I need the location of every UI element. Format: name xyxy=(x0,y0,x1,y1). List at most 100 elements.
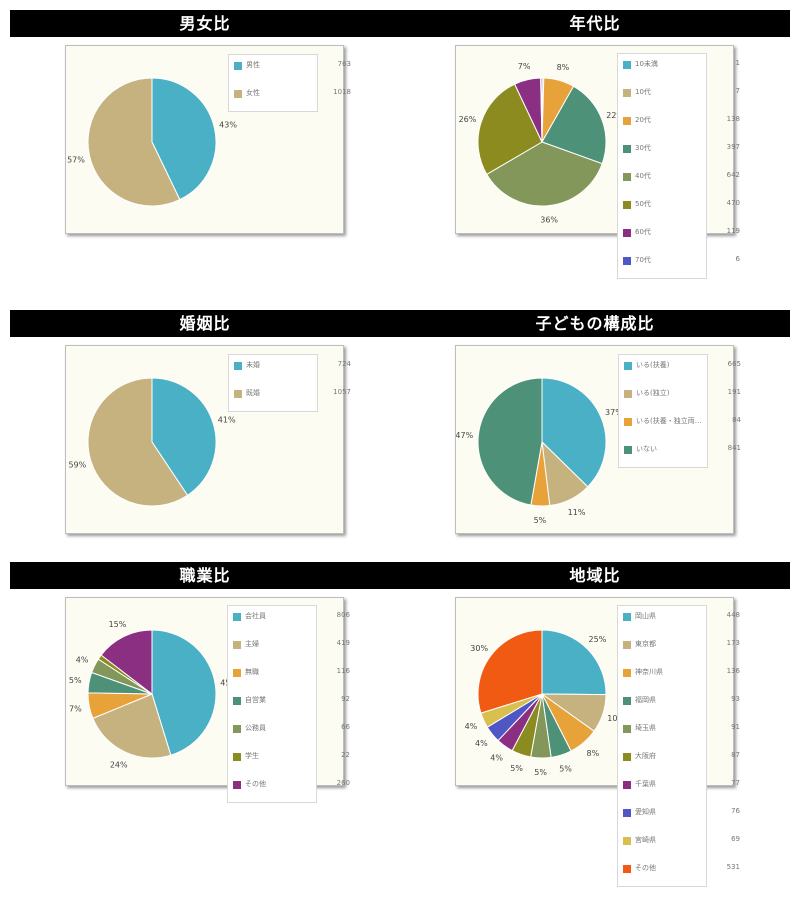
percent-label: 5% xyxy=(534,516,547,525)
legend-swatch xyxy=(233,781,241,789)
legend-label: 未婚 xyxy=(246,361,260,369)
legend-item[interactable]: 福岡県 93 xyxy=(618,694,740,708)
legend-label: 40代 xyxy=(635,172,651,180)
pie-slice-既婚[interactable] xyxy=(87,377,189,507)
legend-label: 女性 xyxy=(246,89,260,97)
legend-item[interactable]: いる(扶養) 665 xyxy=(619,359,741,373)
legend-item[interactable]: 公務員 66 xyxy=(228,722,350,736)
legend-label: いない xyxy=(636,445,657,453)
legend-item[interactable]: 30代 397 xyxy=(618,142,740,156)
panel-gender: 男女比 xyxy=(10,10,400,37)
legend-label: その他 xyxy=(635,864,656,872)
legend-label: 学生 xyxy=(245,752,259,760)
legend-label: 70代 xyxy=(635,256,651,264)
pie-slice-主婦[interactable] xyxy=(92,693,172,759)
pie-slice-会社員[interactable] xyxy=(151,629,217,756)
legend-item[interactable]: 10代 7 xyxy=(618,86,740,100)
legend-value: 76 xyxy=(731,807,740,815)
legend-item[interactable]: 男性 763 xyxy=(229,59,351,73)
legend-swatch xyxy=(234,62,242,70)
legend-label: いる(扶養) xyxy=(636,361,670,369)
legend-swatch xyxy=(623,229,631,237)
pie-slice-その他[interactable] xyxy=(477,629,543,714)
legend-item[interactable]: 大阪府 87 xyxy=(618,750,740,764)
legend-swatch xyxy=(623,201,631,209)
legend-item[interactable]: 宮崎県 69 xyxy=(618,834,740,848)
legend-value: 763 xyxy=(337,60,351,68)
legend-swatch xyxy=(623,697,631,705)
legend-item[interactable]: 主婦 419 xyxy=(228,638,350,652)
percent-label: 10% xyxy=(607,714,625,723)
legend-label: 10代 xyxy=(635,88,651,96)
pie-slice-いない[interactable] xyxy=(477,377,543,506)
percent-label: 8% xyxy=(557,63,570,72)
pie-slice-50代[interactable] xyxy=(477,83,543,176)
legend-value: 7 xyxy=(735,87,740,95)
legend-marital: 未婚 724 既婚 1057 xyxy=(228,354,351,412)
percent-label: 41% xyxy=(218,415,236,424)
legend-value: 191 xyxy=(727,388,741,396)
legend-item[interactable]: 岡山県 448 xyxy=(618,610,740,624)
legend-value: 1018 xyxy=(333,88,351,96)
legend-item[interactable]: その他 260 xyxy=(228,778,350,792)
legend-item[interactable]: 女性 1018 xyxy=(229,87,351,101)
legend-item[interactable]: 60代 119 xyxy=(618,226,740,240)
legend-swatch xyxy=(623,837,631,845)
legend-value: 1057 xyxy=(333,388,351,396)
legend-item[interactable]: 未婚 724 xyxy=(229,359,351,373)
legend-item[interactable]: その他 531 xyxy=(618,862,740,876)
legend-item[interactable]: 20代 138 xyxy=(618,114,740,128)
pie-slice-女性[interactable] xyxy=(87,77,181,207)
panel-children: 子どもの構成比 xyxy=(400,310,790,337)
legend-item[interactable]: 愛知県 76 xyxy=(618,806,740,820)
legend-value: 470 xyxy=(726,199,740,207)
pie-slice-30代[interactable] xyxy=(541,85,607,165)
legend-swatch xyxy=(623,257,631,265)
legend-item[interactable]: 無職 116 xyxy=(228,666,350,680)
chart-title: 職業比 xyxy=(10,562,400,589)
pie-chart-occupation: 45%24%7%5%4%15% xyxy=(69,620,239,769)
legend-item[interactable]: いる(独立) 191 xyxy=(619,387,741,401)
legend-swatch xyxy=(234,362,242,370)
legend-item[interactable]: 会社員 806 xyxy=(228,610,350,624)
legend-item[interactable]: 70代 6 xyxy=(618,254,740,268)
legend-value: 91 xyxy=(731,723,740,731)
legend-item[interactable]: 50代 470 xyxy=(618,198,740,212)
legend-value: 84 xyxy=(732,416,741,424)
pie-chart-marital: 41% 59% xyxy=(68,377,236,507)
legend-item[interactable]: 東京都 173 xyxy=(618,638,740,652)
legend-item[interactable]: 40代 642 xyxy=(618,170,740,184)
legend-label: 10未満 xyxy=(635,60,658,68)
legend-value: 87 xyxy=(731,751,740,759)
legend-swatch xyxy=(623,61,631,69)
pie-slice-いる-扶養-[interactable] xyxy=(541,377,607,488)
legend-value: 116 xyxy=(336,667,350,675)
legend-label: 既婚 xyxy=(246,389,260,397)
legend-label: いる(扶養・独立両… xyxy=(636,417,702,425)
legend-value: 119 xyxy=(726,227,740,235)
pie-slice-岡山県[interactable] xyxy=(541,629,607,696)
pie-slice-その他[interactable] xyxy=(100,629,153,696)
legend-item[interactable]: 学生 22 xyxy=(228,750,350,764)
legend-swatch xyxy=(623,669,631,677)
legend-value: 806 xyxy=(336,611,350,619)
legend-swatch xyxy=(233,725,241,733)
legend-item[interactable]: いない 841 xyxy=(619,443,741,457)
legend-item[interactable]: 神奈川県 136 xyxy=(618,666,740,680)
legend-label: 20代 xyxy=(635,116,651,124)
legend-item[interactable]: 自営業 92 xyxy=(228,694,350,708)
legend-item[interactable]: いる(扶養・独立両… 84 xyxy=(619,415,741,429)
pie-slice-70代[interactable] xyxy=(540,77,543,143)
pie-slice-男性[interactable] xyxy=(151,77,217,201)
legend-swatch xyxy=(623,725,631,733)
chart-frame-marital: 41% 59% 未婚 724 既婚 1057 xyxy=(65,345,351,534)
percent-label: 57% xyxy=(67,155,85,164)
legend-item[interactable]: 千葉県 77 xyxy=(618,778,740,792)
chart-frame-gender: 43% 57% 男性 763 女性 1018 xyxy=(65,45,351,234)
legend-item[interactable]: 10未満 1 xyxy=(618,58,740,72)
percent-label: 47% xyxy=(456,431,474,440)
legend-item[interactable]: 既婚 1057 xyxy=(229,387,351,401)
legend-item[interactable]: 埼玉県 91 xyxy=(618,722,740,736)
percent-label: 7% xyxy=(518,62,531,71)
legend-children: いる(扶養) 665 いる(独立) 191 いる(扶養・独立両… 84 いない 841 xyxy=(618,354,741,468)
